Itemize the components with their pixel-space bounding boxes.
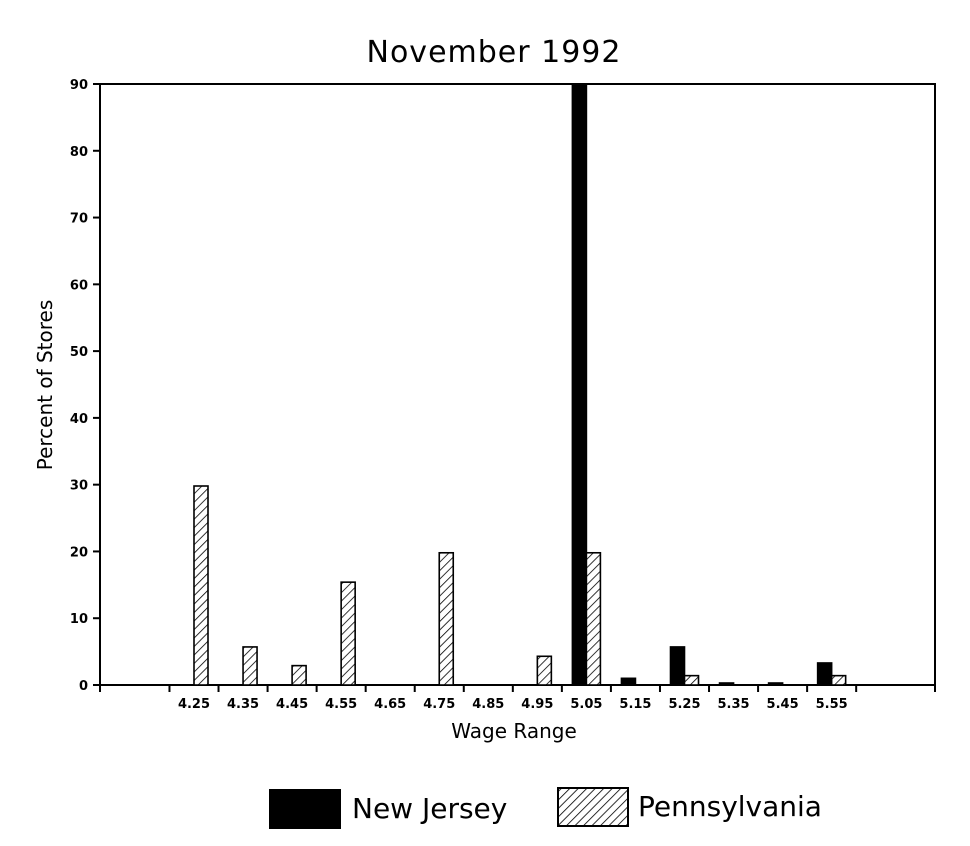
x-tick-label: 4.95	[521, 697, 553, 712]
chart-title: November 1992	[367, 35, 622, 70]
x-tick-label: 5.35	[718, 697, 750, 712]
bar-pennsylvania	[242, 646, 258, 686]
bar-series-group	[193, 83, 847, 686]
x-tick-label: 5.25	[668, 697, 700, 712]
x-tick-label: 4.75	[423, 697, 455, 712]
y-tick-label: 70	[70, 212, 88, 227]
x-tick-label: 5.55	[816, 697, 848, 712]
bar-pennsylvania	[536, 655, 553, 686]
y-tick-label: 30	[70, 479, 88, 494]
x-tick-label: 4.45	[276, 697, 308, 712]
y-tick-label: 50	[70, 345, 88, 360]
x-axis: 4.25 4.35 4.45 4.55 4.65 4.75 4.85 4.95 5.05 5.15…	[99, 685, 936, 712]
bar-pennsylvania	[438, 551, 455, 686]
x-tick-label: 4.35	[227, 697, 259, 712]
y-axis-label: Percent of Stores	[33, 300, 57, 471]
legend-label-pennsylvania: Pennsylvania	[638, 790, 822, 823]
y-axis: 0 10 20 30 40 50 60 70 80 90	[70, 78, 100, 694]
legend-label-new-jersey: New Jersey	[352, 792, 507, 825]
legend: New Jersey Pennsylvania	[269, 787, 822, 829]
bar-new-jersey	[767, 682, 784, 686]
x-tick-label: 4.65	[374, 697, 406, 712]
bar-pennsylvania	[830, 674, 847, 686]
y-tick-label: 10	[70, 612, 88, 627]
y-tick-label: 90	[70, 78, 88, 93]
bar-pennsylvania	[585, 551, 602, 686]
bar-new-jersey	[620, 677, 637, 686]
plot-area-frame	[99, 83, 936, 686]
y-tick-label: 80	[70, 145, 88, 160]
bar-new-jersey	[718, 682, 735, 686]
x-tick-label: 5.45	[767, 697, 799, 712]
y-tick-label: 40	[70, 412, 88, 427]
x-tick-label: 5.15	[619, 697, 651, 712]
y-tick-label: 60	[70, 278, 88, 293]
bar-new-jersey	[571, 83, 588, 686]
bar-new-jersey	[669, 646, 686, 686]
x-tick-label: 4.55	[325, 697, 357, 712]
x-tick-label: 4.25	[178, 697, 210, 712]
x-tick-label: 5.05	[570, 697, 602, 712]
y-tick-label: 20	[70, 545, 88, 560]
legend-swatch-new-jersey	[269, 789, 341, 829]
bar-pennsylvania	[193, 485, 209, 686]
bar-new-jersey	[816, 662, 833, 686]
y-tick-label: 0	[79, 679, 88, 694]
bar-pennsylvania	[291, 664, 307, 686]
bar-pennsylvania	[340, 581, 356, 686]
x-tick-label: 4.85	[472, 697, 504, 712]
legend-swatch-pennsylvania	[557, 787, 629, 827]
x-axis-label: Wage Range	[451, 719, 577, 743]
bar-pennsylvania	[683, 674, 700, 686]
